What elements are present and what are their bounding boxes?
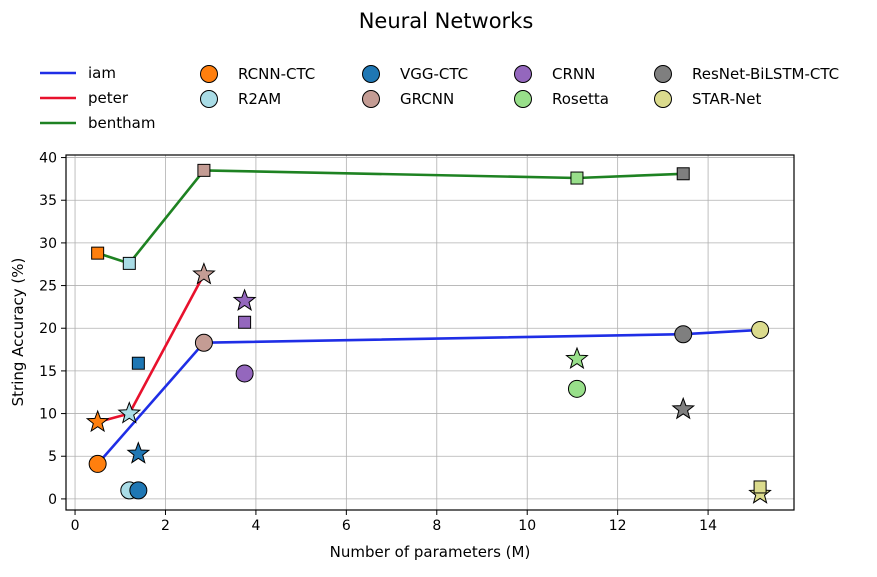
series-lines [96, 169, 762, 466]
x-tick-label: 8 [432, 518, 441, 534]
series-line-peter [96, 273, 206, 424]
x-axis-label: Number of parameters (M) [330, 543, 531, 561]
square-marker [676, 167, 690, 181]
legend-marker [514, 90, 532, 108]
star-marker [85, 409, 110, 433]
legend-label: bentham [88, 114, 155, 132]
y-axis-label: String Accuracy (%) [9, 258, 27, 407]
legend-label: RCNN-CTC [238, 65, 315, 83]
legend-label: Rosetta [552, 90, 609, 108]
y-tick-label: 30 [39, 236, 57, 252]
series-line-bentham [96, 169, 685, 265]
y-tick-label: 15 [39, 364, 57, 380]
square-marker [131, 356, 145, 370]
legend-label: peter [88, 89, 129, 107]
y-tick-label: 5 [48, 449, 57, 465]
circle-marker [674, 325, 693, 344]
x-tick-label: 0 [71, 518, 80, 534]
x-tick-label: 12 [609, 518, 627, 534]
y-tick-label: 10 [39, 407, 57, 423]
grid [66, 155, 794, 510]
series-line-iam [96, 328, 762, 466]
legend-label: STAR-Net [692, 90, 761, 108]
square-marker [91, 246, 105, 260]
y-tick-label: 25 [39, 279, 57, 295]
legend: iam peter bentham RCNN-CTC R2AM VGG-CTC … [40, 64, 839, 132]
square-marker [570, 171, 584, 185]
square-marker [238, 315, 252, 329]
star-marker [192, 262, 216, 285]
star-marker [232, 288, 257, 311]
legend-marker [200, 65, 218, 83]
star-marker [671, 396, 696, 420]
legend-label: iam [88, 64, 116, 82]
x-tick-label: 2 [161, 518, 170, 534]
circle-marker [751, 320, 770, 339]
legend-marker [514, 65, 532, 83]
legend-marker [362, 90, 380, 108]
square-marker [753, 480, 767, 494]
legend-line-entry: peter [40, 89, 129, 107]
circle-marker [129, 481, 148, 500]
circle-marker [88, 454, 107, 473]
legend-label: CRNN [552, 65, 595, 83]
y-tick-label: 20 [39, 321, 57, 337]
star-marker [117, 401, 142, 424]
legend-marker [362, 65, 380, 83]
legend-marker [200, 90, 218, 108]
star-marker [126, 441, 151, 464]
x-tick-label: 14 [699, 518, 717, 534]
circle-marker [235, 364, 254, 383]
y-tick-label: 35 [39, 193, 57, 209]
legend-marker [654, 90, 672, 108]
chart-title: Neural Networks [359, 9, 534, 33]
x-tick-label: 4 [251, 518, 260, 534]
legend-line-entry: bentham [40, 114, 155, 132]
star-marker [565, 346, 589, 370]
square-marker [197, 163, 211, 177]
legend-label: VGG-CTC [400, 65, 468, 83]
y-tick-label: 0 [48, 492, 57, 508]
legend-label: GRCNN [400, 90, 454, 108]
x-tick-label: 10 [518, 518, 536, 534]
circle-marker [567, 379, 586, 398]
y-tick-label: 40 [39, 151, 57, 167]
legend-label: ResNet-BiLSTM-CTC [692, 65, 839, 83]
circle-marker [194, 333, 213, 352]
x-tick-label: 6 [342, 518, 351, 534]
legend-line-entry: iam [40, 64, 116, 82]
legend-marker [654, 65, 672, 83]
plot-frame [65, 154, 795, 511]
data-markers [85, 163, 772, 504]
axis-ticks: 0 2 4 6 8 10 12 14 0 5 10 15 20 25 30 35 40 [39, 151, 717, 534]
legend-label: R2AM [238, 90, 281, 108]
square-marker [122, 256, 136, 270]
